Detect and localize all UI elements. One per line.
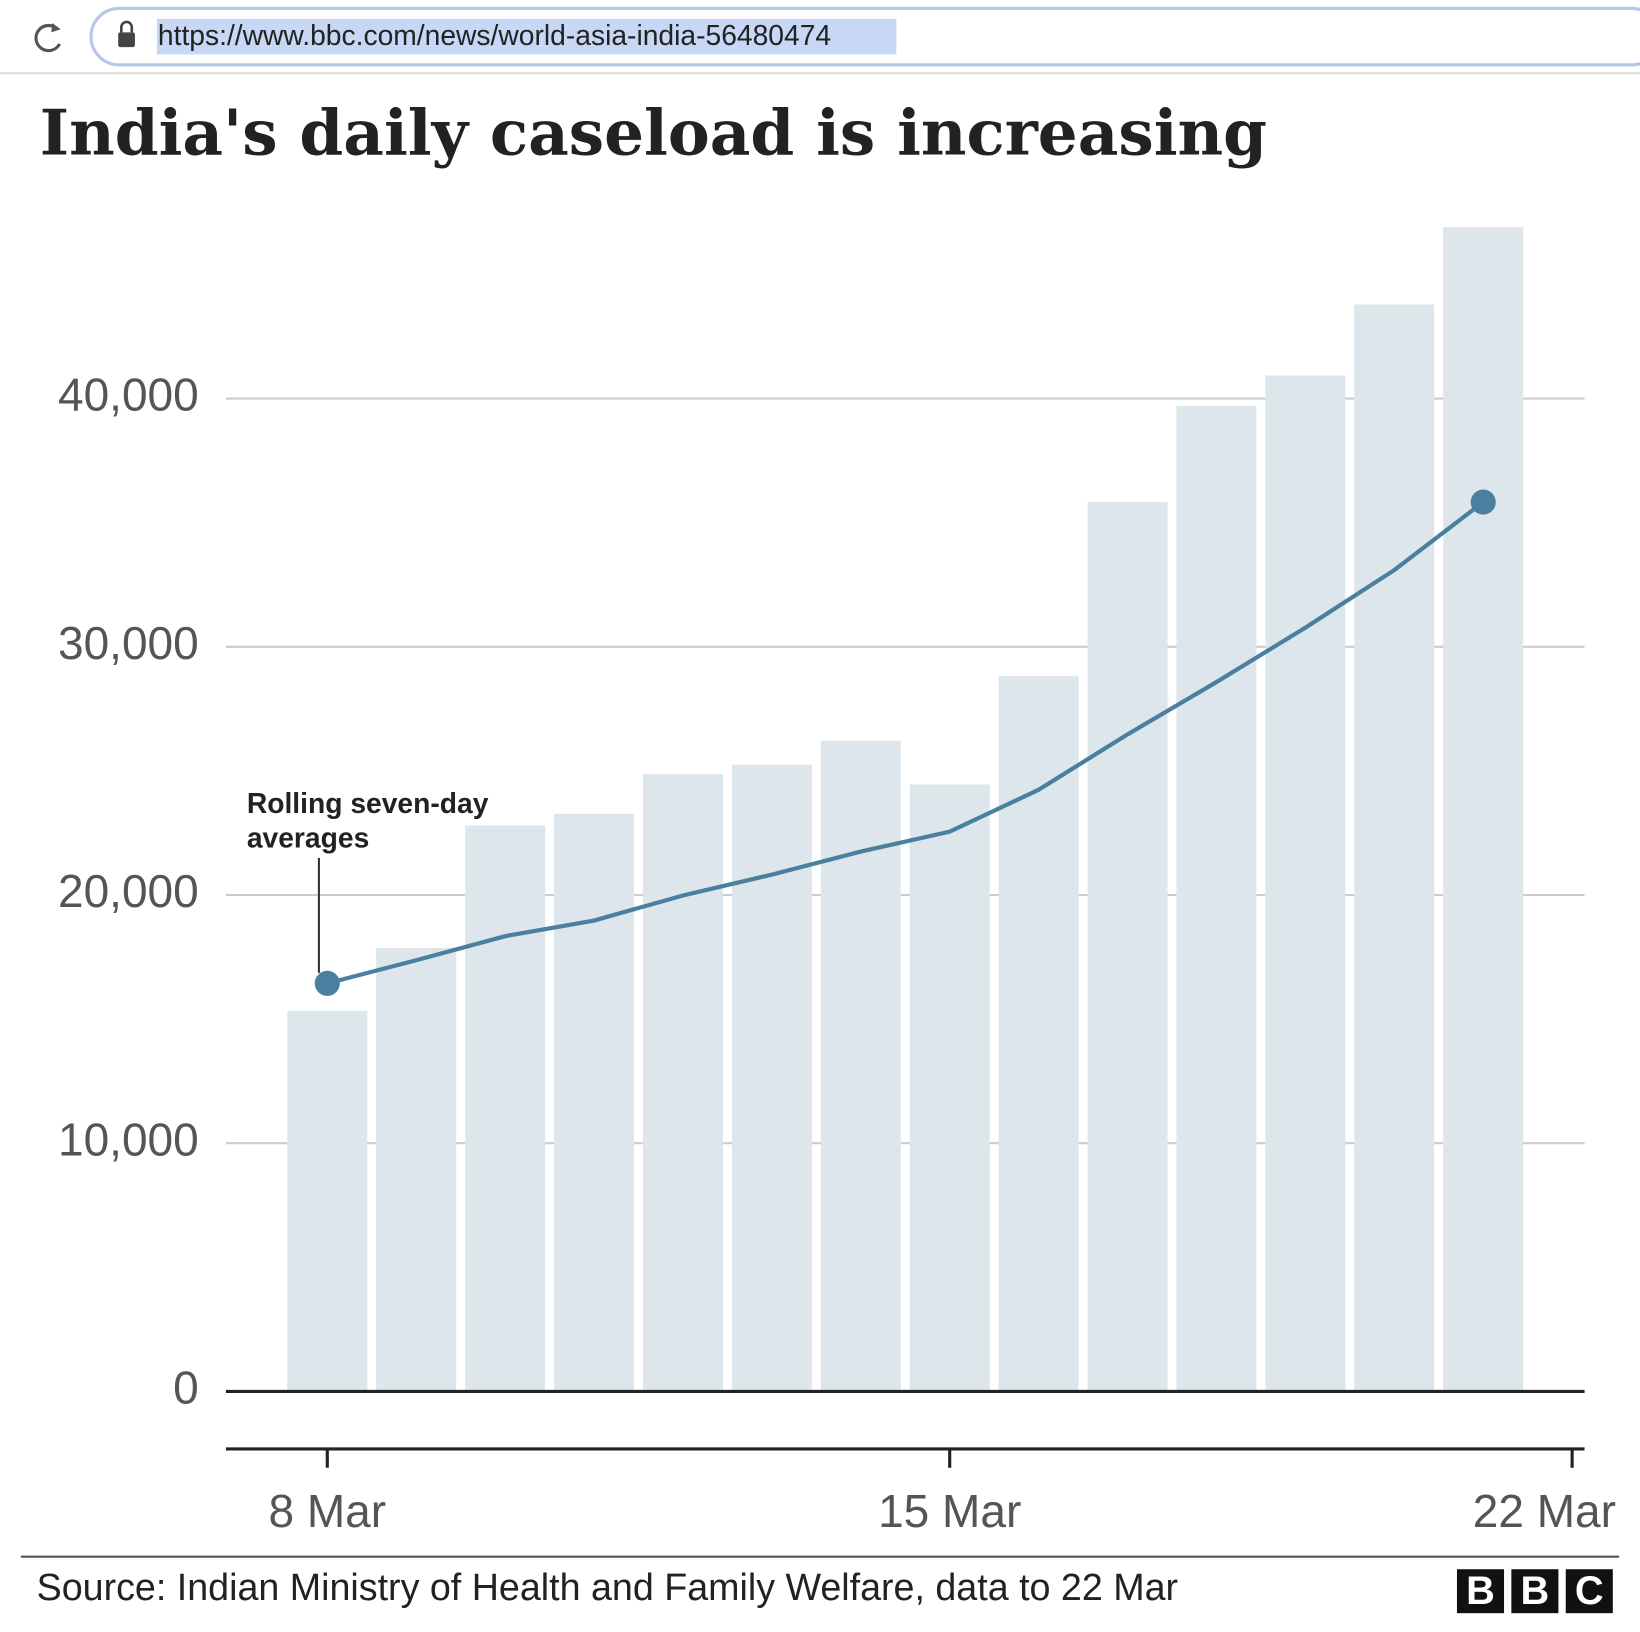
bar: [1087, 502, 1168, 1392]
bar: [1354, 304, 1435, 1392]
end-marker: [314, 970, 340, 996]
bar: [909, 784, 990, 1392]
logo-box: [1511, 1569, 1559, 1614]
y-tick-label: 10,000: [58, 1113, 199, 1165]
bar: [554, 813, 635, 1392]
y-tick-label: 30,000: [58, 617, 199, 669]
logo-letter: B: [1466, 1569, 1495, 1613]
average-line: [326, 500, 1485, 986]
logo-box: [1565, 1569, 1613, 1614]
bar: [287, 1010, 368, 1392]
plot: 0 10,000 20,000 30,000 40,000 8 Mar 15 Mar 22 M…: [58, 227, 1616, 1537]
url[interactable]: https://www.bbc.com/news/world-asia-indi…: [158, 19, 831, 51]
lock-shackle: [120, 20, 134, 33]
bar: [1443, 227, 1524, 1392]
bar: [820, 740, 901, 1392]
annotation: averages: [247, 822, 369, 854]
bar: [642, 774, 723, 1392]
url-highlight: [156, 18, 897, 55]
bar: [376, 947, 457, 1392]
annotation: Rolling seven-day: [247, 787, 489, 819]
bar: [465, 825, 546, 1392]
browser-bar: https://www.bbc.com/news/world-asia-indi…: [0, 6, 1640, 75]
bar: [1176, 406, 1257, 1392]
logo-letter: B: [1521, 1569, 1550, 1613]
y-tick-label: 20,000: [58, 865, 199, 917]
logo-letter: C: [1575, 1569, 1604, 1613]
logo-box: [1456, 1569, 1505, 1614]
source: Source: Indian Ministry of Health and Fa…: [37, 1566, 1178, 1608]
bar: [731, 764, 812, 1392]
end-marker: [1470, 489, 1496, 515]
y-tick-label: 0: [173, 1362, 199, 1414]
reload-icon[interactable]: [34, 24, 62, 53]
y-tick-label: 40,000: [58, 369, 199, 421]
x-tick-label: 8 Mar: [268, 1485, 386, 1537]
lock-icon: [118, 32, 135, 48]
x-tick-label: 22 Mar: [1473, 1485, 1616, 1537]
x-tick-label: 15 Mar: [878, 1485, 1021, 1537]
reload-arrow: [51, 23, 61, 33]
chart-title: India's daily caseload is increasing: [40, 96, 1267, 170]
bar: [998, 675, 1079, 1392]
bar: [1265, 375, 1346, 1392]
